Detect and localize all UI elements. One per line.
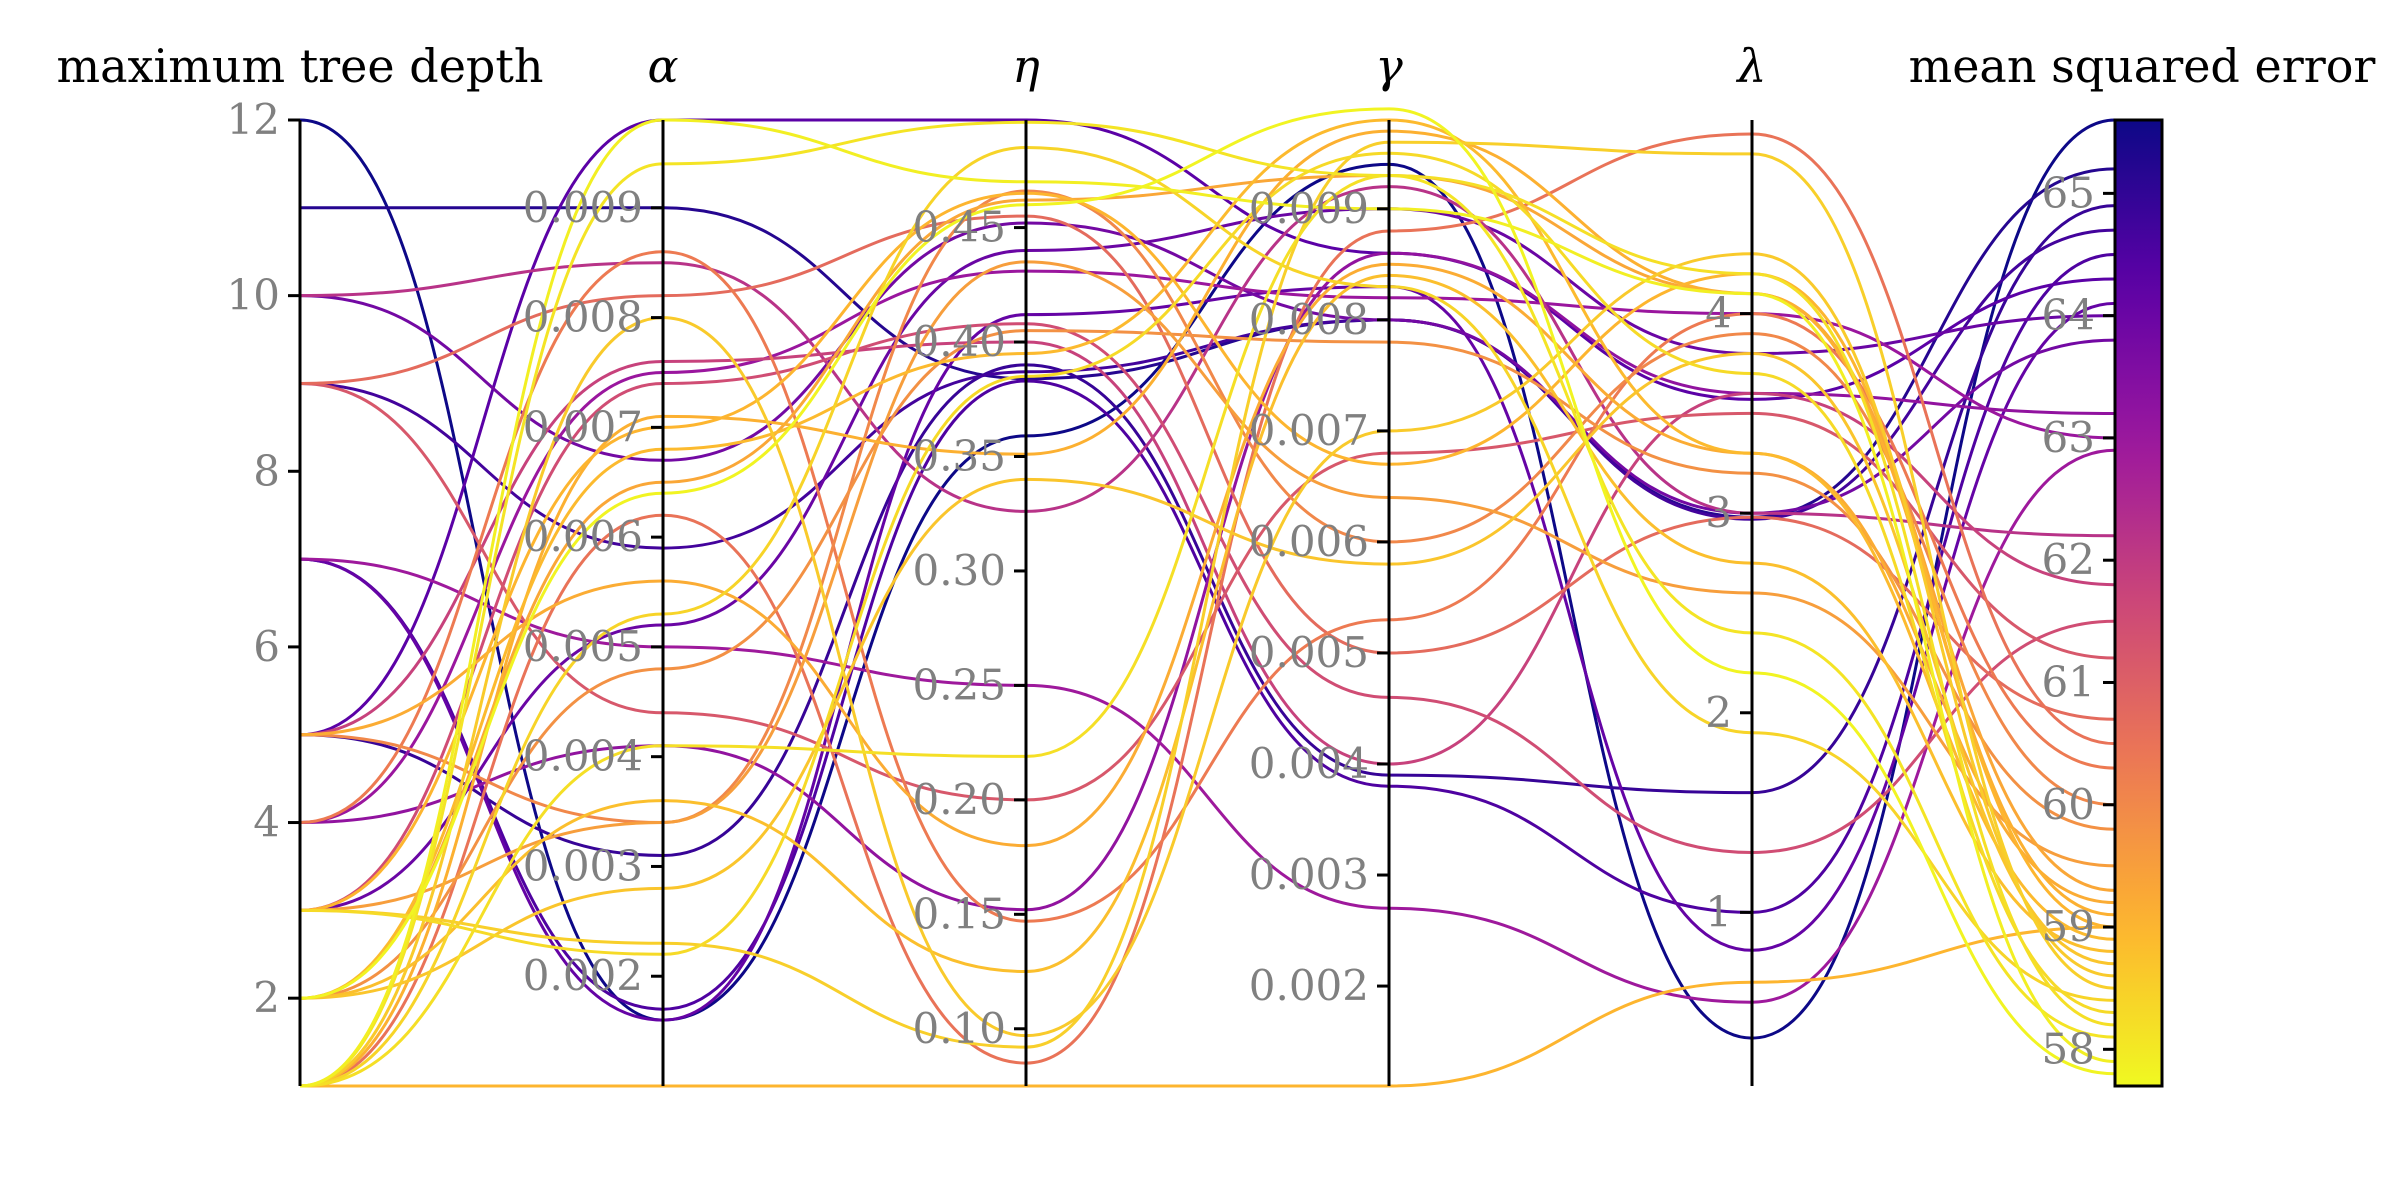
tick-label-eta: 0.45 <box>912 203 1006 252</box>
tick-label-mse: 60 <box>2042 780 2095 829</box>
tick-label-depth: 8 <box>253 446 280 495</box>
tick-label-lambda: 3 <box>1705 488 1732 537</box>
tick-label-gamma: 0.003 <box>1249 850 1369 899</box>
record-line <box>299 250 2116 923</box>
record-line <box>299 173 2116 1000</box>
record-line <box>299 107 2116 1076</box>
tick-label-mse: 59 <box>2042 902 2095 951</box>
axis-title-lambda: λ <box>1735 39 1766 93</box>
colorbar-frame <box>2113 118 2164 1088</box>
record-line <box>299 448 2116 1004</box>
colorbar-gradient <box>2115 120 2162 1086</box>
tick-label-depth: 10 <box>227 271 280 320</box>
tick-label-lambda: 1 <box>1705 887 1732 936</box>
tick-label-eta: 0.30 <box>912 546 1006 595</box>
tick-label-eta: 0.25 <box>912 660 1006 709</box>
axis-title-depth: maximum tree depth <box>57 39 544 93</box>
axis-title-gamma: γ <box>1375 39 1403 93</box>
tick-label-mse: 58 <box>2042 1024 2095 1073</box>
tick-label-eta: 0.10 <box>912 1004 1006 1053</box>
record-line <box>299 925 2116 1088</box>
tick-label-depth: 12 <box>227 95 280 144</box>
tick-label-gamma: 0.007 <box>1249 406 1369 455</box>
tick-label-mse: 64 <box>2042 291 2095 340</box>
tick-label-eta: 0.20 <box>912 775 1006 824</box>
tick-label-alpha: 0.006 <box>523 512 643 561</box>
tick-label-gamma: 0.009 <box>1249 184 1369 233</box>
record-lines <box>299 107 2116 1088</box>
tick-label-depth: 2 <box>253 973 280 1022</box>
colorbar <box>2113 118 2164 1088</box>
tick-label-mse: 61 <box>2042 657 2095 706</box>
record-line <box>299 329 2116 1000</box>
tick-label-alpha: 0.005 <box>523 622 643 671</box>
record-line <box>299 253 2116 1011</box>
record-line <box>299 118 2116 1040</box>
axis-title-mse: mean squared error <box>1909 39 2376 93</box>
record-line <box>299 262 2116 905</box>
tick-label-lambda: 2 <box>1705 688 1732 737</box>
tick-label-alpha: 0.004 <box>523 732 643 781</box>
axis-title-alpha: α <box>647 39 678 93</box>
tick-label-alpha: 0.002 <box>523 951 643 1000</box>
record-line <box>299 191 2116 929</box>
record-line <box>299 118 2116 737</box>
record-line <box>299 221 2116 515</box>
tick-label-depth: 6 <box>253 622 280 671</box>
tick-label-gamma: 0.002 <box>1249 961 1369 1010</box>
record-line <box>299 252 2116 1088</box>
tick-label-depth: 4 <box>253 798 280 847</box>
tick-label-alpha: 0.008 <box>523 293 643 342</box>
record-line <box>299 120 2116 1088</box>
tick-label-alpha: 0.009 <box>523 183 643 232</box>
record-line <box>299 269 2116 824</box>
tick-label-mse: 63 <box>2042 413 2095 462</box>
tick-label-gamma: 0.005 <box>1249 628 1369 677</box>
tick-label-mse: 65 <box>2042 168 2095 217</box>
record-line <box>299 118 2116 1088</box>
tick-label-eta: 0.40 <box>912 317 1006 366</box>
record-line <box>299 214 2116 721</box>
record-line <box>299 273 2116 1000</box>
record-line <box>299 145 2116 1088</box>
tick-label-eta: 0.15 <box>912 889 1006 938</box>
tick-label-alpha: 0.003 <box>523 841 643 890</box>
record-line <box>299 173 2116 1088</box>
tick-label-gamma: 0.006 <box>1249 517 1369 566</box>
record-line <box>299 140 2116 1049</box>
record-line <box>299 132 2116 1088</box>
tick-label-mse: 62 <box>2042 535 2095 584</box>
tick-label-lambda: 4 <box>1705 289 1732 338</box>
record-line <box>299 322 2116 912</box>
tick-label-gamma: 0.004 <box>1249 739 1369 788</box>
tick-label-alpha: 0.007 <box>523 402 643 451</box>
record-line <box>299 228 2116 550</box>
record-line <box>299 285 2116 1022</box>
record-line <box>299 260 2116 912</box>
record-line <box>299 118 2116 1000</box>
tick-label-gamma: 0.008 <box>1249 295 1369 344</box>
axis-title-eta: η <box>1012 39 1040 93</box>
tick-label-eta: 0.35 <box>912 431 1006 480</box>
